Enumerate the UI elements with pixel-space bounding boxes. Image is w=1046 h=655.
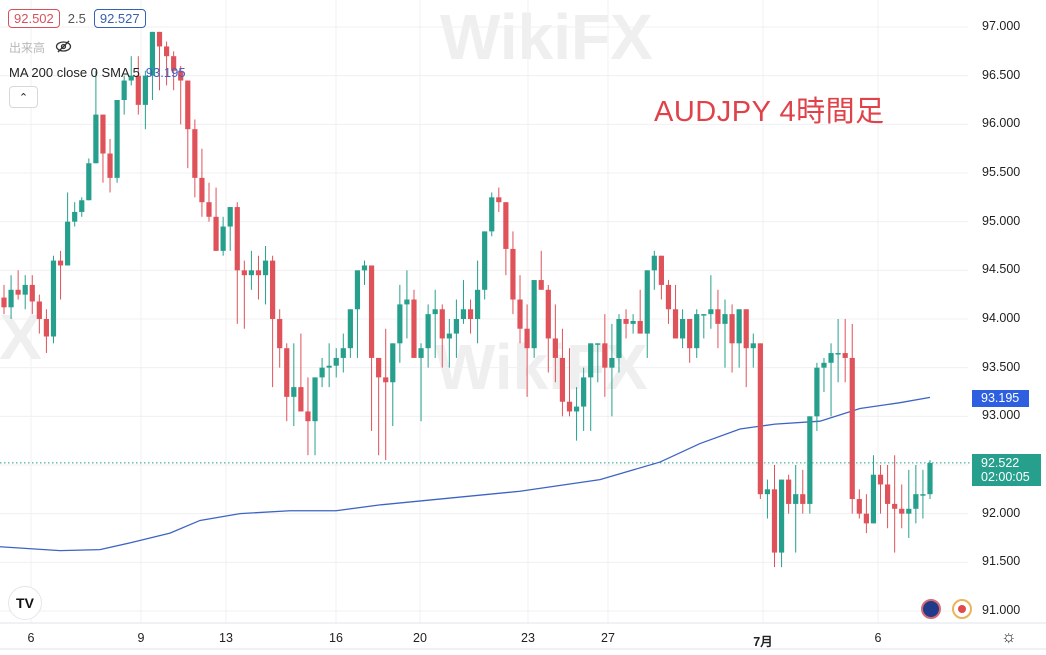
time-tick: 6: [27, 631, 35, 645]
watermark: FX: [0, 301, 42, 373]
ask-price[interactable]: 92.527: [93, 9, 146, 28]
price-tick: 96.000: [982, 116, 1021, 131]
volume-indicator[interactable]: 出来高: [9, 39, 72, 56]
time-tick: 13: [219, 631, 233, 645]
spread-value: 2.5: [67, 11, 86, 26]
ma-value: 93.195: [145, 65, 186, 80]
price-tick: 94.500: [982, 262, 1021, 277]
bar-countdown: 02:00:05: [981, 470, 1030, 484]
time-tick: 7月: [753, 635, 773, 649]
gear-icon[interactable]: ☼: [1001, 627, 1017, 646]
chevron-up-icon: ⌃: [18, 91, 29, 104]
price-tick: 94.000: [982, 310, 1021, 325]
tradingview-logo[interactable]: TV: [8, 586, 42, 620]
ma-indicator-legend[interactable]: MA 200 close 0 SMA 5 93.195: [9, 65, 186, 80]
time-tick: 23: [521, 631, 535, 645]
time-tick: 9: [137, 631, 145, 645]
price-tick: 95.000: [982, 213, 1021, 228]
price-legend: 92.502 2.5 92.527: [8, 9, 146, 28]
last-price: 92.522: [981, 456, 1020, 470]
time-tick: 20: [413, 631, 427, 645]
price-tick: 95.500: [982, 164, 1021, 179]
price-tick: 93.500: [982, 359, 1021, 374]
australia-flag-icon[interactable]: [921, 599, 941, 619]
ma-price-label: 93.195: [972, 390, 1029, 407]
eye-off-icon[interactable]: [55, 40, 72, 56]
chart-title: AUDJPY 4時間足: [654, 96, 885, 128]
price-tick: 91.500: [982, 554, 1021, 569]
collapse-legend-button[interactable]: ⌃: [9, 86, 38, 108]
ma-label: MA 200 close 0 SMA 5: [9, 65, 140, 80]
volume-label: 出来高: [9, 41, 46, 55]
price-tick: 93.000: [982, 408, 1021, 423]
price-tick: 97.000: [982, 19, 1021, 33]
time-tick: 6: [874, 631, 882, 645]
price-tick: 91.000: [982, 602, 1021, 617]
time-tick: 16: [329, 631, 343, 645]
price-tick: 92.000: [982, 505, 1021, 520]
japan-flag-icon[interactable]: [952, 599, 972, 619]
bid-price[interactable]: 92.502: [8, 9, 60, 28]
time-tick: 27: [601, 631, 615, 645]
watermark: WikiFX: [440, 1, 653, 73]
last-price-label: 92.522 02:00:05: [972, 454, 1041, 486]
price-tick: 96.500: [982, 67, 1021, 82]
